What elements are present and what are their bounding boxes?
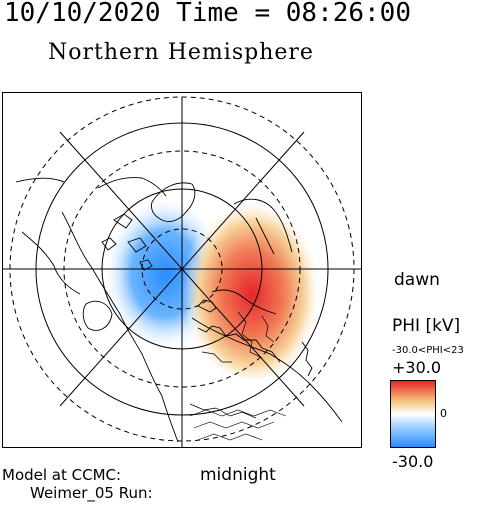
midnight-label: midnight xyxy=(200,465,276,485)
colorbar-mid-label: 0 xyxy=(440,407,447,420)
colorbar-title: PHI [kV] xyxy=(392,316,461,336)
meridian xyxy=(59,131,305,407)
dawn-label: dawn xyxy=(394,270,440,290)
colorbar-range: -30.0<PHI<23 xyxy=(392,345,464,356)
colorbar xyxy=(390,380,436,448)
country-borders xyxy=(189,311,275,419)
polar-map xyxy=(2,92,362,448)
positive-potential-cell xyxy=(182,189,322,379)
datetime-title: 10/10/2020 Time = 08:26:00 xyxy=(4,0,411,28)
model-label: Model at CCMC: xyxy=(2,466,122,484)
hemisphere-title: Northern Hemisphere xyxy=(48,40,314,65)
model-run-label: Weimer_05 Run: xyxy=(30,484,153,502)
map-grid-lines xyxy=(189,409,287,441)
coastlines xyxy=(15,177,343,443)
colorbar-max-label: +30.0 xyxy=(392,358,442,377)
colorbar-min-label: -30.0 xyxy=(392,452,434,471)
